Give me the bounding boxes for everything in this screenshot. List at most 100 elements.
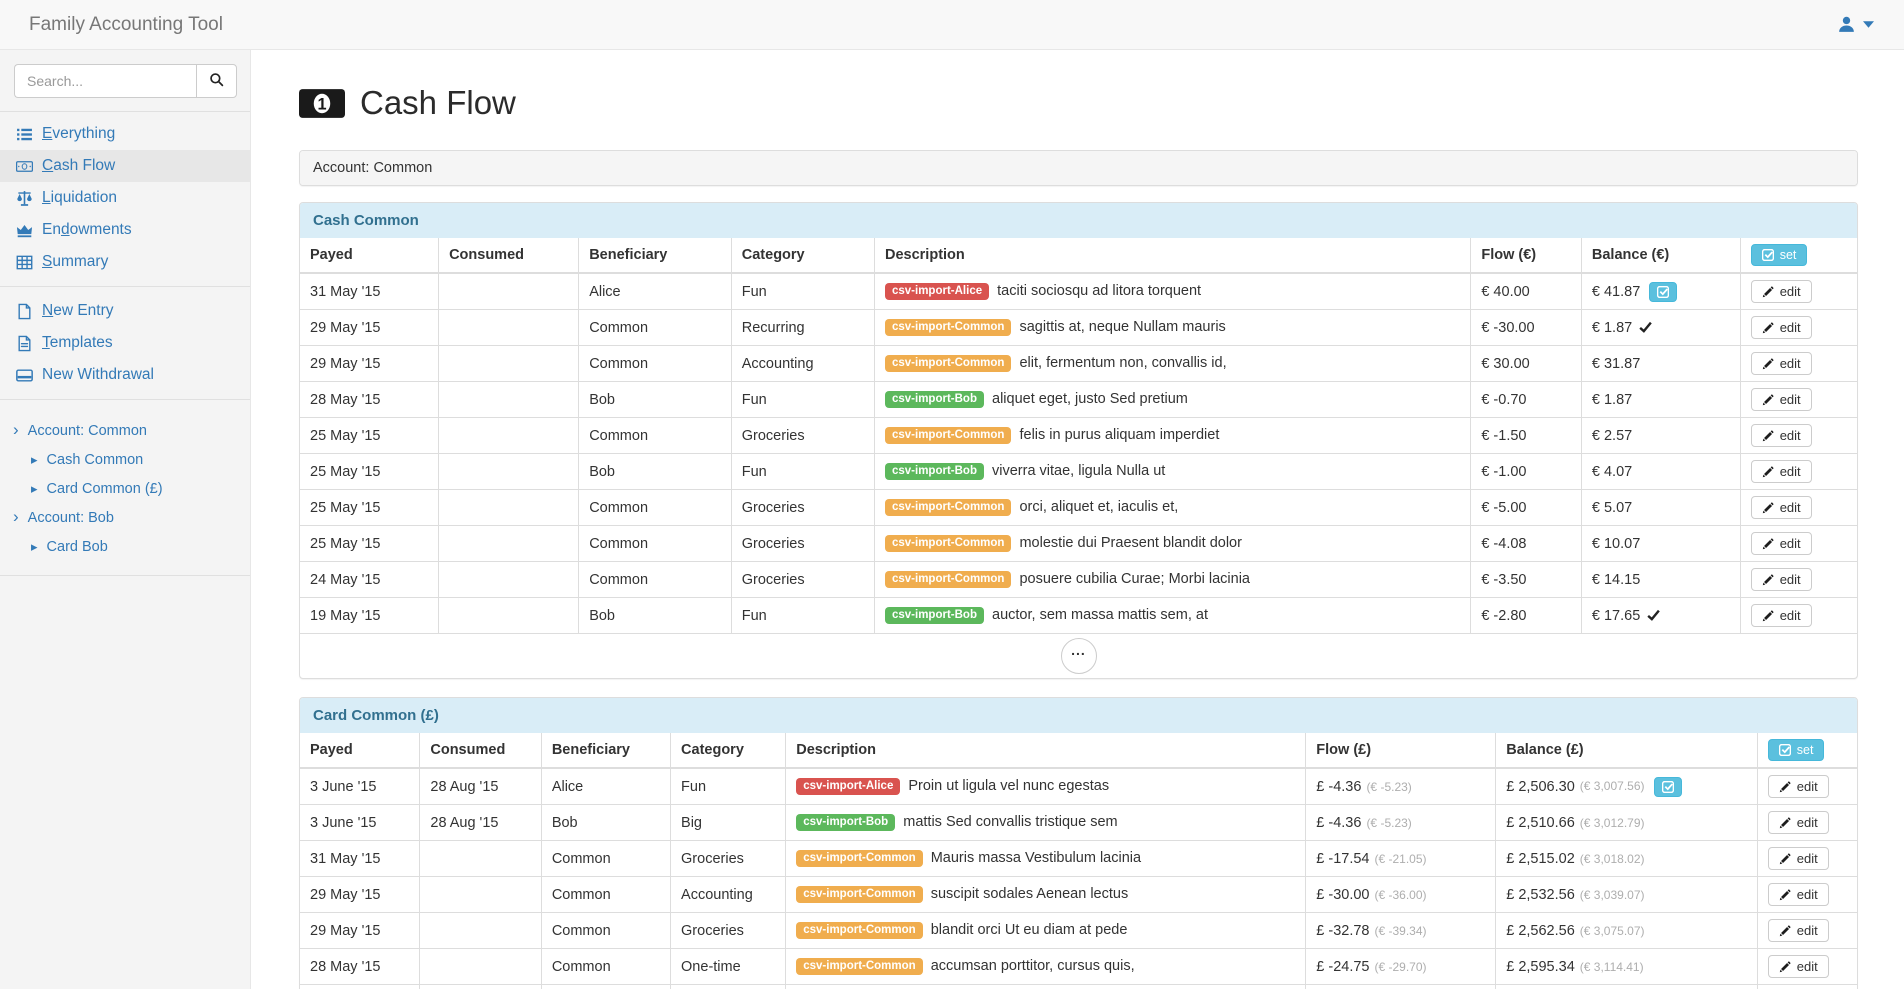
scales-icon bbox=[16, 190, 33, 207]
check-square-icon bbox=[1761, 249, 1774, 261]
tree-item[interactable]: ▸ Cash Common bbox=[0, 445, 250, 474]
column-header: Category bbox=[730, 238, 876, 274]
flow-euro-sub: (€ -36.00) bbox=[1374, 887, 1427, 902]
edit-button[interactable]: edit bbox=[1767, 883, 1829, 906]
edit-button[interactable]: edit bbox=[1750, 280, 1812, 303]
tree-item[interactable]: › Account: Bob bbox=[0, 503, 250, 532]
sidebar-item-label: New Withdrawal bbox=[42, 366, 154, 383]
tree-item-label: Cash Common bbox=[46, 451, 144, 468]
set-button[interactable]: set bbox=[1767, 739, 1825, 761]
sidebar-item-endowments[interactable]: Endowments bbox=[0, 214, 250, 246]
show-more-button[interactable]: ... bbox=[1060, 638, 1097, 674]
app-title: Family Accounting Tool bbox=[29, 13, 223, 35]
table-row: 3 June '15 28 Aug '15 Alice Fun csv-import-A… bbox=[300, 767, 1857, 805]
edit-button-label: edit bbox=[1796, 959, 1818, 974]
category-cell: Groceries bbox=[730, 417, 876, 454]
edit-button[interactable]: edit bbox=[1750, 532, 1812, 555]
description-cell: csv-import-Common accumsan porttitor, cu… bbox=[785, 948, 1307, 985]
edit-button-label: edit bbox=[1779, 572, 1801, 587]
description-cell: csv-import-Common molestie dui Praesent … bbox=[873, 525, 1472, 562]
description-cell: csv-import-Bob auctor, sem massa mattis … bbox=[873, 597, 1472, 634]
edit-button[interactable]: edit bbox=[1750, 424, 1812, 447]
person-icon bbox=[1837, 15, 1856, 34]
pencil-icon bbox=[1779, 888, 1791, 901]
edit-button[interactable]: edit bbox=[1767, 847, 1829, 870]
table-row: 31 May '15 Common Groceries csv-import-Comm… bbox=[300, 840, 1857, 877]
sidebar-item-label: Liquidation bbox=[42, 189, 117, 206]
actions-cell: edit bbox=[1739, 525, 1857, 562]
crown-icon bbox=[16, 222, 33, 239]
sidebar-item-new-entry[interactable]: New Entry bbox=[0, 295, 250, 327]
sidebar-item-liquidation[interactable]: Liquidation bbox=[0, 182, 250, 214]
payed-cell: 29 May '15 bbox=[300, 912, 421, 949]
page-title-label: Cash Flow bbox=[360, 84, 516, 121]
column-header: Flow (£) bbox=[1305, 733, 1497, 769]
edit-button[interactable]: edit bbox=[1767, 919, 1829, 942]
actions-cell: edit bbox=[1739, 309, 1857, 346]
category-cell: Accounting bbox=[730, 345, 876, 382]
table-row: 25 May '15 Common Groceries csv-import-Comm… bbox=[300, 417, 1857, 454]
edit-button[interactable]: edit bbox=[1750, 388, 1812, 411]
csv-import-badge: csv-import-Common bbox=[885, 319, 1012, 336]
tree-item[interactable]: ▸ Card Bob bbox=[0, 532, 250, 561]
sidebar-item-templates[interactable]: Templates bbox=[0, 327, 250, 359]
csv-import-badge: csv-import-Common bbox=[885, 355, 1012, 372]
flow-cell: € -3.50 bbox=[1470, 561, 1582, 598]
consumed-cell bbox=[438, 525, 580, 562]
flow-cell: € -2.80 bbox=[1470, 597, 1582, 634]
category-cell: Groceries bbox=[670, 840, 787, 877]
search-input[interactable] bbox=[14, 64, 196, 98]
consumed-cell bbox=[419, 948, 542, 985]
edit-button[interactable]: edit bbox=[1750, 604, 1812, 627]
pencil-icon bbox=[1762, 321, 1774, 334]
beneficiary-cell: Alice bbox=[540, 767, 672, 805]
flow-cell: € 40.00 bbox=[1470, 272, 1582, 310]
edit-button[interactable]: edit bbox=[1750, 352, 1812, 375]
sidebar-item-label: Endowments bbox=[42, 221, 132, 238]
sidebar-item-everything[interactable]: Everything bbox=[0, 118, 250, 150]
triangle-right-icon: ▸ bbox=[31, 539, 38, 554]
category-cell: Fun bbox=[730, 597, 876, 634]
balance-euro-sub: (€ 3,007.56) bbox=[1579, 779, 1645, 794]
actions-cell: edit bbox=[1756, 804, 1857, 841]
flow-euro-sub: (€ -39.34) bbox=[1374, 923, 1427, 938]
table-row: 24 May '15 Common Groceries csv-import-Comm… bbox=[300, 561, 1857, 598]
beneficiary-cell: Common bbox=[578, 489, 732, 526]
edit-button-label: edit bbox=[1779, 320, 1801, 335]
sidebar-item-new-withdrawal[interactable]: New Withdrawal bbox=[0, 359, 250, 391]
flow-cell: € -1.00 bbox=[1470, 453, 1582, 490]
edit-button[interactable]: edit bbox=[1750, 496, 1812, 519]
search-button[interactable] bbox=[196, 64, 237, 98]
flow-cell: € 30.00 bbox=[1470, 345, 1582, 382]
edit-button[interactable]: edit bbox=[1767, 811, 1829, 834]
tree-item[interactable]: › Account: Common bbox=[0, 416, 250, 445]
description-cell: csv-import-Common orci, aliquet et, iacu… bbox=[873, 489, 1472, 526]
category-cell: Groceries bbox=[730, 489, 876, 526]
edit-button[interactable]: edit bbox=[1767, 955, 1829, 978]
edit-button[interactable]: edit bbox=[1750, 568, 1812, 591]
sidebar-divider bbox=[0, 399, 250, 400]
sidebar-item-label: Templates bbox=[42, 334, 113, 351]
money-icon bbox=[16, 158, 33, 175]
edit-button[interactable]: edit bbox=[1750, 460, 1812, 483]
tree-item[interactable]: ▸ Card Common (£) bbox=[0, 474, 250, 503]
tree-item-label: Card Common (£) bbox=[46, 480, 163, 497]
edit-button[interactable]: edit bbox=[1750, 316, 1812, 339]
table-row: 29 May '15 Common Recurring csv-import-Comm… bbox=[300, 309, 1857, 346]
sidebar-item-cash-flow[interactable]: Cash Flow bbox=[0, 150, 250, 182]
file-icon bbox=[16, 303, 33, 320]
edit-button[interactable]: edit bbox=[1767, 775, 1829, 798]
category-cell: Fun bbox=[730, 381, 876, 418]
balance-set-button[interactable] bbox=[1653, 776, 1682, 797]
table-row: 29 May '15 Common Groceries csv-import-Comm… bbox=[300, 912, 1857, 949]
table-row: 28 May '15 Common One-time csv-import-Commo… bbox=[300, 948, 1857, 985]
sidebar-item-label: New Entry bbox=[42, 302, 114, 319]
balance-set-button[interactable] bbox=[1649, 281, 1678, 302]
user-menu[interactable] bbox=[1837, 15, 1874, 34]
search-group bbox=[14, 64, 237, 98]
flow-cell: € -30.00 bbox=[1470, 309, 1582, 346]
balance-cell: € 4.07 bbox=[1580, 453, 1741, 490]
set-button[interactable]: set bbox=[1750, 244, 1808, 266]
sidebar-item-summary[interactable]: Summary bbox=[0, 246, 250, 278]
pencil-icon bbox=[1762, 501, 1774, 514]
